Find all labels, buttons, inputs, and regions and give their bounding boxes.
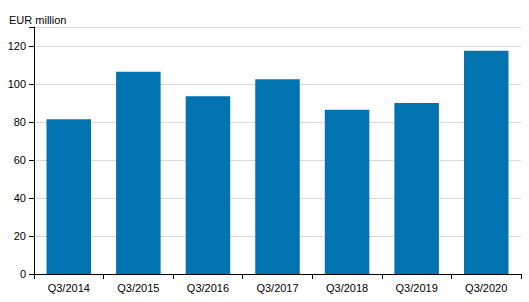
svg-text:60: 60	[14, 154, 26, 166]
svg-text:40: 40	[14, 192, 26, 204]
svg-text:Q3/2018: Q3/2018	[326, 282, 368, 294]
svg-text:80: 80	[14, 116, 26, 128]
svg-text:120: 120	[8, 40, 26, 52]
svg-text:Q3/2020: Q3/2020	[465, 282, 507, 294]
svg-text:Q3/2019: Q3/2019	[396, 282, 438, 294]
svg-text:Q3/2015: Q3/2015	[117, 282, 159, 294]
svg-text:100: 100	[8, 78, 26, 90]
svg-text:20: 20	[14, 230, 26, 242]
svg-text:0: 0	[20, 268, 26, 280]
svg-text:Q3/2017: Q3/2017	[256, 282, 298, 294]
svg-text:Q3/2014: Q3/2014	[48, 282, 90, 294]
svg-text:EUR million: EUR million	[9, 14, 66, 26]
svg-text:Q3/2016: Q3/2016	[187, 282, 229, 294]
